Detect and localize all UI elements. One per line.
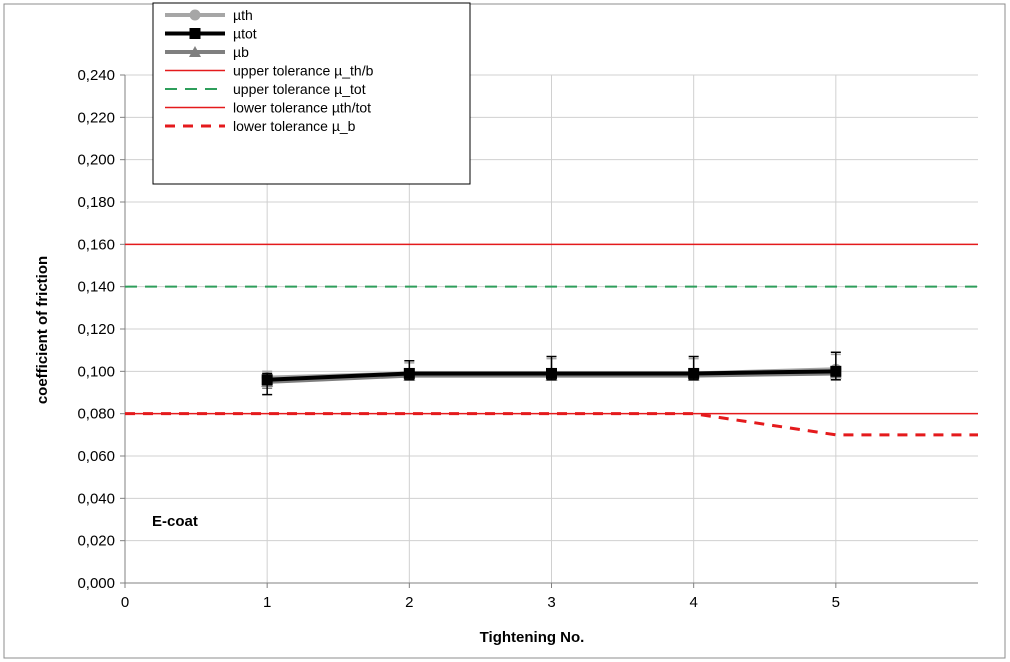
y-tick-label: 0,040 xyxy=(77,490,115,507)
point-tot xyxy=(546,367,557,379)
point-tot xyxy=(403,367,415,379)
legend-marker-b xyxy=(189,46,201,57)
y-tick-label: 0,100 xyxy=(77,363,115,380)
x-tick-label: 5 xyxy=(832,594,840,611)
y-tick-label: 0,120 xyxy=(77,321,115,338)
y-tick-label: 0,140 xyxy=(77,279,115,296)
x-tick-label: 0 xyxy=(121,594,129,611)
point-tot xyxy=(688,367,700,379)
y-tick-label: 0,220 xyxy=(77,109,115,126)
legend-label-tot: µtot xyxy=(233,26,257,42)
y-tick-label: 0,000 xyxy=(77,575,115,592)
y-tick-label: 0,020 xyxy=(77,533,115,550)
x-tick-label: 1 xyxy=(263,594,271,611)
chart-outer-border xyxy=(3,3,1006,659)
point-tot xyxy=(261,374,273,386)
y-tick-label: 0,160 xyxy=(77,236,115,253)
x-tick-label: 2 xyxy=(405,594,413,611)
point-tot xyxy=(830,365,842,377)
y-tick-label: 0,240 xyxy=(77,67,115,84)
y-tick-label: 0,060 xyxy=(77,448,115,465)
legend-label-b: µb xyxy=(233,44,249,60)
legend-label-lower-tolerance-b: lower tolerance µ_b xyxy=(233,118,356,134)
x-axis-title: Tightening No. xyxy=(480,629,585,646)
legend-marker-th xyxy=(189,9,201,21)
legend-label-upper-tolerance-tot: upper tolerance µ_tot xyxy=(233,81,366,97)
legend-label-th: µth xyxy=(233,7,253,23)
tick-labels: 0,000 0,020 0,040 0,060 0,080 0,100 0,120 0,140… xyxy=(77,67,840,611)
legend-label-lower-tolerance-th-tot: lower tolerance µth/tot xyxy=(233,100,371,116)
tolerance-lines xyxy=(125,243,978,437)
y-tick-label: 0,180 xyxy=(77,194,115,211)
annotation-label: E-coat xyxy=(152,513,198,530)
y-axis-title: coefficient of friction xyxy=(34,256,51,404)
data-series xyxy=(261,351,842,396)
line-lower-tolerance-b xyxy=(125,412,978,437)
x-tick-label: 3 xyxy=(547,594,555,611)
legend-marker-tot xyxy=(189,28,201,39)
y-tick-label: 0,200 xyxy=(77,152,115,169)
x-tick-label: 4 xyxy=(689,594,697,611)
y-tick-label: 0,080 xyxy=(77,406,115,423)
legend-label-upper-tolerance-th-b: upper tolerance µ_th/b xyxy=(233,63,374,79)
axes xyxy=(120,74,978,588)
